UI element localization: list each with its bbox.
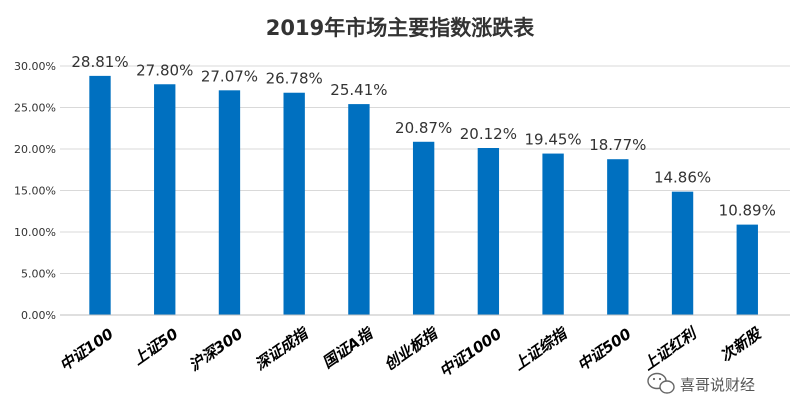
x-tick-label: 上证红利 [640, 323, 702, 374]
y-tick-label: 15.00% [14, 185, 56, 198]
bar [89, 75, 111, 315]
data-label: 14.86% [654, 169, 711, 187]
bar [283, 92, 305, 315]
bar [736, 224, 758, 315]
bar [218, 90, 241, 315]
x-tick-label: 中证100 [56, 325, 117, 375]
x-tick-label: 中证1000 [436, 325, 505, 381]
data-label: 26.78% [266, 70, 323, 88]
x-tick-label: 国证A指 [319, 323, 378, 372]
chart-title: 2019年市场主要指数涨跌表 [266, 16, 535, 40]
data-label: 20.87% [395, 119, 452, 137]
watermark: 喜哥说财经 [647, 372, 755, 394]
watermark-text: 喜哥说财经 [680, 376, 755, 394]
data-label: 20.12% [460, 125, 517, 143]
data-label: 27.07% [201, 67, 258, 85]
y-tick-label: 10.00% [14, 226, 56, 239]
bar [607, 159, 629, 315]
x-tick-label: 中证500 [574, 325, 635, 375]
y-axis-ticks: 0.00% 5.00% 10.00% 15.00% 20.00% 25.00% 30.00% [14, 60, 56, 322]
x-tick-label: 沪深300 [186, 325, 247, 375]
y-tick-label: 20.00% [14, 143, 56, 156]
data-label: 27.80% [136, 61, 193, 79]
bar [348, 104, 370, 315]
data-label: 25.41% [330, 81, 387, 99]
bar [671, 191, 694, 315]
bar [542, 153, 564, 315]
data-label: 19.45% [524, 131, 581, 149]
x-tick-label: 上证50 [129, 325, 181, 369]
bar [412, 141, 435, 315]
x-tick-label: 深证成指 [251, 323, 313, 374]
data-label: 28.81% [71, 53, 128, 71]
data-label: 18.77% [589, 136, 646, 154]
wechat-icon [647, 372, 675, 394]
y-tick-label: 25.00% [14, 102, 56, 115]
x-tick-label: 上证综指 [510, 323, 572, 374]
y-tick-label: 5.00% [21, 268, 56, 281]
bar [477, 148, 500, 315]
y-tick-label: 30.00% [14, 60, 56, 73]
y-tick-label: 0.00% [21, 309, 56, 322]
bar [154, 84, 176, 315]
data-label: 10.89% [719, 202, 776, 220]
data-labels: 28.81% 27.80% 27.07% 26.78% 25.41% 20.87% 20.1… [71, 53, 775, 220]
x-tick-label: 创业板指 [381, 323, 443, 374]
x-tick-label: 次新股 [717, 324, 766, 366]
bars [89, 75, 758, 315]
